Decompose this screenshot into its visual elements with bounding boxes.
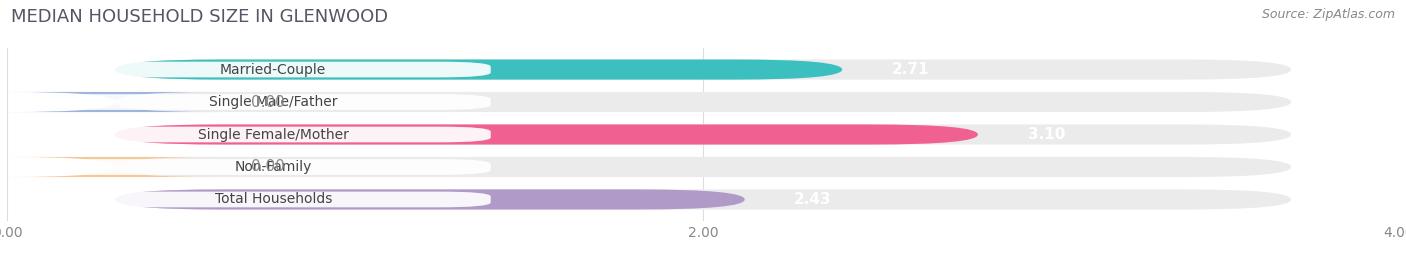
Text: 2.71: 2.71 — [891, 62, 929, 77]
Text: Total Households: Total Households — [215, 192, 332, 207]
FancyBboxPatch shape — [115, 157, 1291, 177]
Text: Single Female/Mother: Single Female/Mother — [198, 128, 349, 141]
FancyBboxPatch shape — [21, 159, 491, 175]
FancyBboxPatch shape — [115, 59, 842, 80]
FancyBboxPatch shape — [115, 189, 745, 210]
FancyBboxPatch shape — [115, 92, 1291, 112]
FancyBboxPatch shape — [7, 157, 222, 177]
Text: 0.00: 0.00 — [250, 160, 284, 175]
Text: MEDIAN HOUSEHOLD SIZE IN GLENWOOD: MEDIAN HOUSEHOLD SIZE IN GLENWOOD — [11, 8, 388, 26]
FancyBboxPatch shape — [115, 189, 1291, 210]
FancyBboxPatch shape — [21, 62, 491, 77]
Text: 0.00: 0.00 — [250, 94, 284, 109]
FancyBboxPatch shape — [21, 94, 491, 110]
Text: Married-Couple: Married-Couple — [221, 62, 326, 77]
Text: Single Male/Father: Single Male/Father — [209, 95, 337, 109]
Text: 2.43: 2.43 — [794, 192, 832, 207]
Text: Source: ZipAtlas.com: Source: ZipAtlas.com — [1261, 8, 1395, 21]
FancyBboxPatch shape — [115, 59, 1291, 80]
FancyBboxPatch shape — [115, 125, 1291, 144]
FancyBboxPatch shape — [21, 127, 491, 142]
FancyBboxPatch shape — [115, 125, 979, 144]
FancyBboxPatch shape — [21, 192, 491, 207]
Text: 3.10: 3.10 — [1028, 127, 1064, 142]
Text: Non-Family: Non-Family — [235, 160, 312, 174]
FancyBboxPatch shape — [7, 92, 222, 112]
